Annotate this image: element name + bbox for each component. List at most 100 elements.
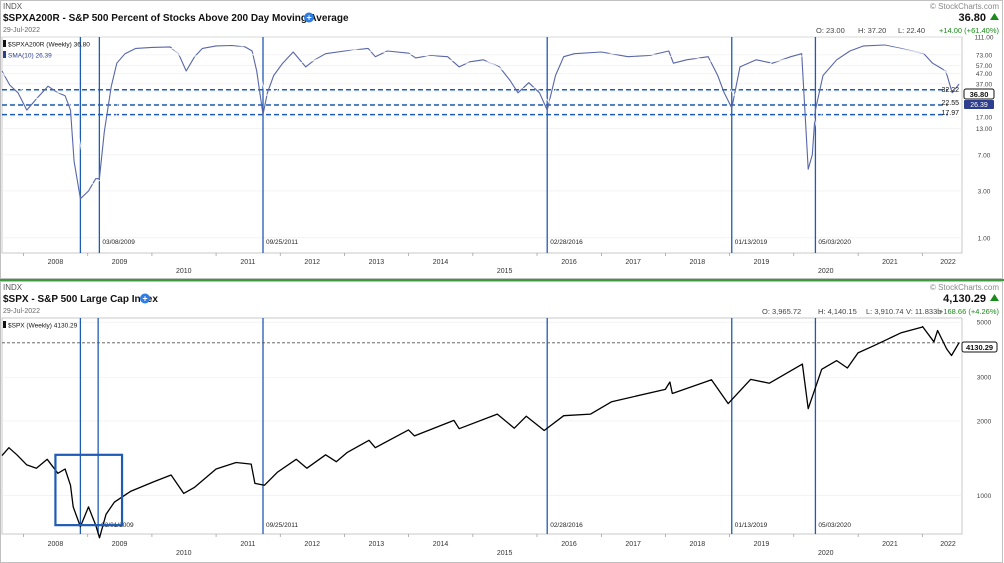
event-date-label: 05/03/2020: [818, 522, 851, 529]
x-tick-label: 2010: [176, 268, 192, 275]
event-date-label: 02/28/2016: [550, 239, 583, 246]
sma-series-line: [1, 45, 960, 185]
bottom-event-lines: [79, 318, 817, 534]
y-tick-label: 17.00: [976, 114, 993, 121]
x-tick-label: 2009: [112, 541, 128, 548]
x-tick-label: 2014: [433, 259, 449, 266]
y-tick-label: 47.00: [976, 71, 993, 78]
bottom-panel-frame: [0, 281, 1003, 563]
y-tick-label: 37.00: [976, 81, 993, 88]
top-series-group: [1, 44, 960, 200]
event-date-label: 09/25/2011: [266, 239, 298, 246]
top-exchange-label: INDX: [3, 2, 23, 11]
bottom-date-label: 29-Jul-2022: [3, 308, 40, 315]
bottom-volume: V: 11.833b: [906, 307, 941, 316]
y-tick-label: 3000: [977, 375, 992, 382]
x-tick-label: 2020: [818, 268, 834, 275]
y-tick-label: 7.00: [978, 152, 991, 159]
top-chart-title: $SPXA200R - S&P 500 Percent of Stocks Ab…: [3, 13, 349, 24]
event-date-label: 01/13/2019: [735, 239, 768, 246]
svg-text:+: +: [306, 13, 311, 23]
x-tick-label: 2014: [433, 541, 449, 548]
y-tick-label: 5000: [977, 320, 992, 327]
x-tick-label: 2013: [369, 259, 385, 266]
x-tick-label: 2017: [625, 259, 641, 266]
svg-text:+: +: [142, 294, 147, 304]
y-tick-label: 73.00: [976, 52, 993, 59]
x-tick-label: 2013: [369, 541, 385, 548]
event-date-label: 02/28/2016: [550, 522, 583, 529]
top-last-tag: 36.80: [970, 90, 989, 99]
top-event-labels: 03/08/2009 09/25/2011 02/28/2016 01/13/2019…: [102, 239, 851, 246]
x-tick-label: 2021: [882, 541, 898, 548]
x-tick-label: 2010: [176, 550, 192, 557]
bottom-change: +168.66 (+4.26%): [939, 307, 1000, 316]
top-event-lines: [79, 37, 817, 253]
x-tick-label: 2016: [561, 541, 577, 548]
y-tick-label: 3.00: [978, 188, 991, 195]
bottom-series-group: [1, 325, 960, 539]
top-high: H: 37.20: [858, 26, 886, 35]
y-tick-label: 111.00: [975, 35, 994, 42]
bottom-y-axis: 5000 3000 2000 1000: [977, 320, 992, 500]
bottom-up-arrow-icon: [990, 294, 999, 301]
x-tick-label: 2008: [48, 541, 64, 548]
series-line: [1, 44, 960, 200]
bottom-open: O: 3,965.72: [762, 307, 801, 316]
x-tick-label: 2019: [754, 541, 770, 548]
bottom-low: L: 3,910.74: [866, 307, 904, 316]
x-tick-label: 2020: [818, 550, 834, 557]
event-date-label: 03/08/2009: [102, 239, 135, 246]
top-add-icon[interactable]: +: [304, 12, 314, 23]
top-right-labels: 32.22 22.55 17.97 36.80 26.39: [941, 87, 995, 117]
top-last-price: 36.80: [958, 12, 986, 24]
x-tick-label: 2019: [754, 259, 770, 266]
bottom-last-tag: 4130.29: [966, 343, 993, 352]
x-tick-label: 2012: [304, 541, 320, 548]
event-date-label: 09/25/2011: [266, 522, 298, 529]
x-tick-label: 2009: [112, 259, 128, 266]
y-tick-label: 1000: [977, 493, 992, 500]
ref-label-1: 32.22: [941, 87, 959, 94]
y-tick-label: 57.00: [976, 63, 993, 70]
bottom-chart-title: $SPX - S&P 500 Large Cap Index: [3, 294, 158, 305]
x-tick-label: 2015: [497, 550, 513, 557]
x-tick-label: 2011: [240, 541, 255, 548]
x-tick-label: 2018: [690, 259, 706, 266]
ref-label-3: 17.97: [941, 110, 959, 117]
x-tick-label: 2017: [625, 541, 641, 548]
x-tick-label: 2022: [940, 259, 956, 266]
bottom-exchange-label: INDX: [3, 283, 23, 292]
top-x-axis: 2008 2009 2011 2012 2013 2014 2016 2017 2018 2019…: [23, 253, 956, 275]
top-sma-tag-box: [964, 100, 994, 109]
bottom-last-tag-box: [961, 341, 998, 353]
x-tick-label: 2022: [940, 541, 956, 548]
x-tick-label: 2015: [497, 268, 513, 275]
bottom-watermark: © StockCharts.com: [930, 283, 999, 292]
bottom-high: H: 4,140.15: [818, 307, 857, 316]
top-watermark: © StockCharts.com: [930, 2, 999, 11]
y-tick-label: 1.00: [978, 235, 991, 242]
top-legend-sma: SMA(10) 26.39: [8, 53, 52, 60]
bottom-last-price: 4,130.29: [943, 293, 986, 305]
top-legend: $SPXA200R (Weekly) 36.80 SMA(10) 26.39: [3, 40, 90, 60]
x-tick-label: 2016: [561, 259, 577, 266]
bottom-plot-area: [1, 317, 963, 535]
bottom-highlight-box-group: [54, 453, 124, 527]
top-legend-series: $SPXA200R (Weekly) 36.80: [8, 42, 90, 49]
top-low: L: 22.40: [898, 26, 925, 35]
x-tick-label: 2012: [304, 259, 320, 266]
top-last-tag-box: [963, 88, 995, 100]
bottom-x-axis: 2008 2009 2011 2012 2013 2014 2016 2017 2018 2019…: [23, 534, 956, 557]
series-line: [1, 325, 960, 539]
event-date-label: 01/13/2019: [735, 522, 768, 529]
top-panel-frame: [0, 0, 1003, 279]
bottom-legend: $SPX (Weekly) 4130.29: [3, 321, 78, 330]
bottom-add-icon[interactable]: +: [140, 293, 150, 304]
y-tick-label: 2000: [977, 418, 992, 425]
top-change: +14.00 (+61.40%): [939, 26, 1000, 35]
x-tick-label: 2011: [240, 259, 255, 266]
bottom-grid: [2, 321, 962, 496]
y-tick-label: 13.00: [976, 126, 993, 133]
